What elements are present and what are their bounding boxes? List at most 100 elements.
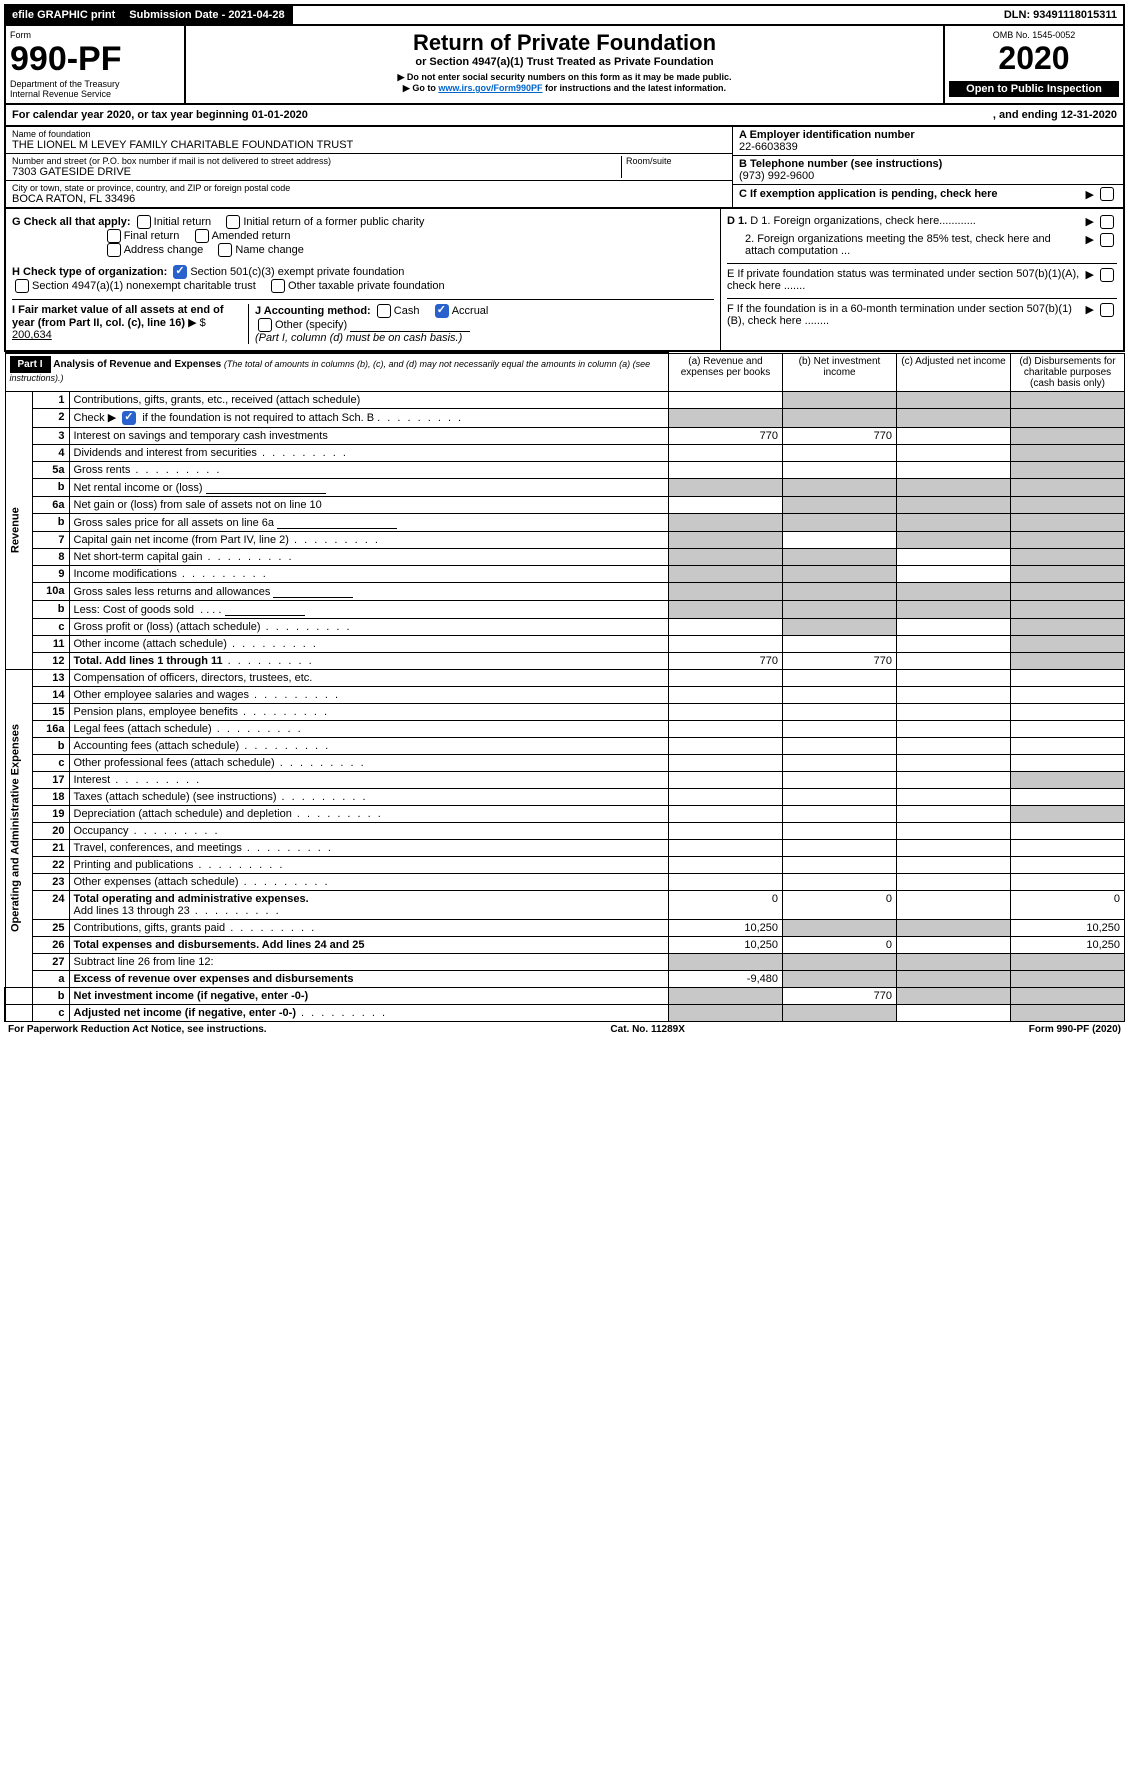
ein-value: 22-6603839 bbox=[739, 141, 1117, 153]
irs-link[interactable]: www.irs.gov/Form990PF bbox=[438, 83, 542, 93]
f-row: F If the foundation is in a 60-month ter… bbox=[727, 298, 1117, 327]
line-27b: bNet investment income (if negative, ent… bbox=[5, 987, 1125, 1004]
line-16a: 16aLegal fees (attach schedule) bbox=[5, 720, 1125, 737]
line-7: 7Capital gain net income (from Part IV, … bbox=[5, 531, 1125, 548]
g-label: G Check all that apply: bbox=[12, 216, 131, 228]
city-state-zip: BOCA RATON, FL 33496 bbox=[12, 193, 726, 205]
line-21-label: Travel, conferences, and meetings bbox=[74, 842, 242, 854]
line-6a-label: Net gain or (loss) from sale of assets n… bbox=[69, 496, 669, 513]
check-section: G Check all that apply: Initial return I… bbox=[4, 209, 1125, 352]
form-ref: Form 990-PF (2020) bbox=[1029, 1024, 1121, 1035]
line-15-label: Pension plans, employee benefits bbox=[74, 706, 239, 718]
e-checkbox[interactable] bbox=[1100, 268, 1114, 282]
line-22: 22Printing and publications bbox=[5, 856, 1125, 873]
other-specify-input[interactable] bbox=[350, 319, 470, 332]
501c3-label: Section 501(c)(3) exempt private foundat… bbox=[190, 266, 404, 278]
info-left: Name of foundation THE LIONEL M LEVEY FA… bbox=[6, 127, 732, 207]
cash-checkbox[interactable] bbox=[377, 304, 391, 318]
line-27c: cAdjusted net income (if negative, enter… bbox=[5, 1004, 1125, 1021]
addr-label: Number and street (or P.O. box number if… bbox=[12, 156, 621, 166]
line-2-pre: Check ▶ bbox=[74, 412, 117, 424]
line-27b-label: Net investment income (if negative, ente… bbox=[74, 990, 309, 1002]
part1-heading: Analysis of Revenue and Expenses bbox=[53, 359, 221, 370]
col-b-header: (b) Net investment income bbox=[783, 353, 897, 391]
accrual-checkbox[interactable] bbox=[435, 304, 449, 318]
d1-checkbox[interactable] bbox=[1100, 215, 1114, 229]
line-6b: bGross sales price for all assets on lin… bbox=[5, 513, 1125, 531]
line-10a: 10aGross sales less returns and allowanc… bbox=[5, 582, 1125, 600]
line-10a-label: Gross sales less returns and allowances bbox=[74, 586, 271, 598]
other-method-label: Other (specify) bbox=[275, 319, 347, 331]
4947-label: Section 4947(a)(1) nonexempt charitable … bbox=[32, 280, 256, 292]
line-10b-label: Less: Cost of goods sold bbox=[74, 604, 194, 616]
e-label: E If private foundation status was termi… bbox=[727, 268, 1083, 292]
line-22-label: Printing and publications bbox=[74, 859, 194, 871]
line-10b-input[interactable] bbox=[225, 603, 305, 616]
j-note: (Part I, column (d) must be on cash basi… bbox=[255, 332, 462, 344]
f-checkbox[interactable] bbox=[1100, 303, 1114, 317]
line-5b-input[interactable] bbox=[206, 481, 326, 494]
initial-return-checkbox[interactable] bbox=[137, 215, 151, 229]
line-26-label: Total expenses and disbursements. Add li… bbox=[74, 939, 365, 951]
line-8: 8Net short-term capital gain bbox=[5, 548, 1125, 565]
j-block: J Accounting method: Cash Accrual Other … bbox=[249, 304, 714, 344]
line-2: 2 Check ▶ if the foundation is not requi… bbox=[5, 408, 1125, 427]
line-27-label: Subtract line 26 from line 12: bbox=[69, 953, 669, 970]
line-4: 4Dividends and interest from securities bbox=[5, 444, 1125, 461]
line-25-col-a: 10,250 bbox=[669, 919, 783, 936]
initial-former-checkbox[interactable] bbox=[226, 215, 240, 229]
line-27a-col-a: -9,480 bbox=[669, 970, 783, 987]
amended-return-label: Amended return bbox=[212, 230, 291, 242]
name-change-checkbox[interactable] bbox=[218, 243, 232, 257]
g-row: G Check all that apply: Initial return I… bbox=[12, 215, 714, 257]
line-5b-label: Net rental income or (loss) bbox=[74, 482, 203, 494]
form-number: 990-PF bbox=[10, 40, 180, 79]
line-26-col-d: 10,250 bbox=[1011, 936, 1125, 953]
line-24-col-a: 0 bbox=[669, 890, 783, 919]
header-center: Return of Private Foundation or Section … bbox=[186, 26, 943, 103]
amended-return-checkbox[interactable] bbox=[195, 229, 209, 243]
501c3-checkbox[interactable] bbox=[173, 265, 187, 279]
line-17: 17Interest bbox=[5, 771, 1125, 788]
line-16c-label: Other professional fees (attach schedule… bbox=[74, 757, 275, 769]
tel-label: B Telephone number (see instructions) bbox=[739, 158, 1117, 170]
addr-change-checkbox[interactable] bbox=[107, 243, 121, 257]
tel-cell: B Telephone number (see instructions) (9… bbox=[733, 156, 1123, 185]
d2-checkbox[interactable] bbox=[1100, 233, 1114, 247]
initial-former-label: Initial return of a former public charit… bbox=[243, 216, 424, 228]
dln: DLN: 93491118015311 bbox=[998, 6, 1123, 24]
line-11: 11Other income (attach schedule) bbox=[5, 635, 1125, 652]
line-6b-label: Gross sales price for all assets on line… bbox=[74, 517, 275, 529]
foundation-info: Name of foundation THE LIONEL M LEVEY FA… bbox=[4, 127, 1125, 209]
h-row: H Check type of organization: Section 50… bbox=[12, 265, 714, 293]
other-taxable-checkbox[interactable] bbox=[271, 279, 285, 293]
line-9: 9Income modifications bbox=[5, 565, 1125, 582]
other-method-checkbox[interactable] bbox=[258, 318, 272, 332]
line-6b-input[interactable] bbox=[277, 516, 397, 529]
final-return-checkbox[interactable] bbox=[107, 229, 121, 243]
line-27: 27Subtract line 26 from line 12: bbox=[5, 953, 1125, 970]
c-checkbox[interactable] bbox=[1100, 187, 1114, 201]
efile-print[interactable]: efile GRAPHIC print bbox=[6, 6, 123, 24]
line-19: 19Depreciation (attach schedule) and dep… bbox=[5, 805, 1125, 822]
addr-change-label: Address change bbox=[124, 244, 204, 256]
col-a-header: (a) Revenue and expenses per books bbox=[669, 353, 783, 391]
initial-return-label: Initial return bbox=[154, 216, 211, 228]
ein-cell: A Employer identification number 22-6603… bbox=[733, 127, 1123, 156]
line-26-col-a: 10,250 bbox=[669, 936, 783, 953]
line-1-label: Contributions, gifts, grants, etc., rece… bbox=[69, 391, 669, 408]
form-subtitle: or Section 4947(a)(1) Trust Treated as P… bbox=[194, 56, 935, 68]
line-16b: bAccounting fees (attach schedule) bbox=[5, 737, 1125, 754]
line-12-label: Total. Add lines 1 through 11 bbox=[74, 655, 223, 667]
line-16a-label: Legal fees (attach schedule) bbox=[74, 723, 212, 735]
foundation-name: THE LIONEL M LEVEY FAMILY CHARITABLE FOU… bbox=[12, 139, 726, 151]
line-10a-input[interactable] bbox=[273, 585, 353, 598]
col-c-header: (c) Adjusted net income bbox=[897, 353, 1011, 391]
line-12-col-a: 770 bbox=[669, 652, 783, 669]
line-2-checkbox[interactable] bbox=[122, 411, 136, 425]
line-23-label: Other expenses (attach schedule) bbox=[74, 876, 239, 888]
other-taxable-label: Other taxable private foundation bbox=[288, 280, 445, 292]
header-right: OMB No. 1545-0052 2020 Open to Public In… bbox=[943, 26, 1123, 103]
line-16b-label: Accounting fees (attach schedule) bbox=[74, 740, 240, 752]
4947-checkbox[interactable] bbox=[15, 279, 29, 293]
